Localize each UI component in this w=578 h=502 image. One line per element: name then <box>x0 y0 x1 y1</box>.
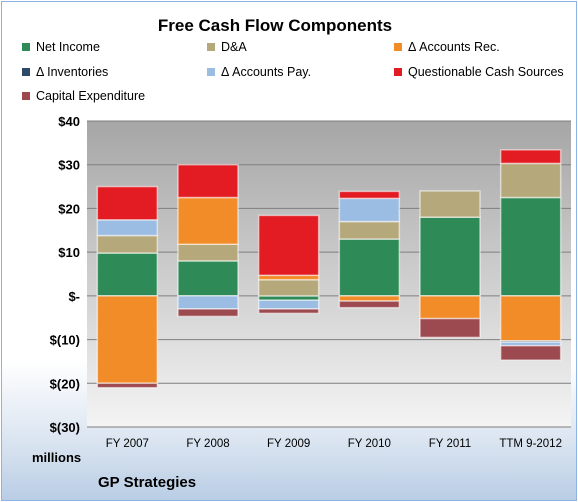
legend-label: Δ Accounts Rec. <box>408 40 500 54</box>
bar-segment <box>177 295 239 310</box>
bar-segment <box>177 196 239 246</box>
legend-label: Questionable Cash Sources <box>408 65 564 79</box>
unit-label: millions <box>32 450 81 465</box>
y-tick-label: $- <box>68 289 80 304</box>
legend-item-accounts-rec: Δ Accounts Rec. <box>394 40 500 54</box>
bar-segment <box>96 234 159 254</box>
bar-segment <box>177 308 239 318</box>
bar-segment <box>257 308 320 315</box>
bar-segment <box>338 295 401 302</box>
bar-segment <box>96 382 159 389</box>
x-tick-label: TTM 9-2012 <box>499 438 562 450</box>
x-tick-label: FY 2008 <box>186 438 229 450</box>
bar-segment <box>499 295 562 342</box>
x-tick-label: FY 2009 <box>267 438 310 450</box>
bar-segment <box>338 300 401 309</box>
bar-segment <box>338 197 401 223</box>
bar-segment <box>177 243 239 262</box>
chart-title: Free Cash Flow Components <box>157 16 393 35</box>
legend-item-da: D&A <box>207 40 247 54</box>
x-tick-label: FY 2007 <box>106 438 149 450</box>
legend-swatch <box>207 68 215 76</box>
bar-segment <box>419 190 481 218</box>
legend-item-net-income: Net Income <box>22 40 100 54</box>
legend-label: D&A <box>221 40 247 54</box>
bar-segment <box>177 163 239 199</box>
legend-item-inventories: Δ Inventories <box>22 65 108 79</box>
y-tick-label: $(10) <box>50 333 80 348</box>
y-tick-label: $30 <box>58 158 80 173</box>
y-tick-label: $40 <box>58 114 80 129</box>
legend-label: Δ Inventories <box>36 65 109 79</box>
bar-segment <box>499 344 562 361</box>
bar-segment <box>499 196 562 297</box>
y-tick-label: $20 <box>58 201 80 216</box>
legend-label: Net Income <box>36 40 100 54</box>
footer-company-name: GP Strategies <box>98 474 197 491</box>
bar-segment <box>419 216 481 297</box>
y-tick-label: $(20) <box>50 376 80 391</box>
bar-segment <box>338 190 401 200</box>
legend-swatch <box>22 92 30 100</box>
legend-swatch <box>394 68 402 76</box>
bar-segment <box>96 219 159 237</box>
bar-segment <box>499 162 562 199</box>
bar-segment <box>257 214 320 277</box>
legend-swatch <box>22 43 30 51</box>
legend-item-capex: Capital Expenditure <box>22 89 145 103</box>
x-tick-label: FY 2011 <box>429 438 471 450</box>
bar-segment <box>96 185 159 221</box>
plot-area <box>87 121 571 427</box>
bar-segment <box>338 238 401 297</box>
bar-segment <box>96 295 159 385</box>
legend-label: Capital Expenditure <box>36 89 146 103</box>
legend-swatch <box>22 68 30 76</box>
legend-label: Δ Accounts Pay. <box>221 65 312 79</box>
legend-swatch <box>207 43 215 51</box>
bar-segment <box>257 278 320 297</box>
legend-item-accounts-pay: Δ Accounts Pay. <box>207 65 311 79</box>
bar-segment <box>338 220 401 240</box>
bar-segment <box>499 149 562 165</box>
y-tick-label: $(30) <box>50 420 80 435</box>
legend-swatch <box>394 43 402 51</box>
x-tick-label: FY 2010 <box>348 438 391 450</box>
bar-segment <box>419 295 481 320</box>
bar-segment <box>257 299 320 310</box>
bar-segment <box>96 252 159 297</box>
bar-segment <box>419 317 481 339</box>
legend-item-questionable-cash: Questionable Cash Sources <box>394 65 564 79</box>
bar-segment <box>177 260 239 297</box>
y-tick-label: $10 <box>58 245 80 260</box>
